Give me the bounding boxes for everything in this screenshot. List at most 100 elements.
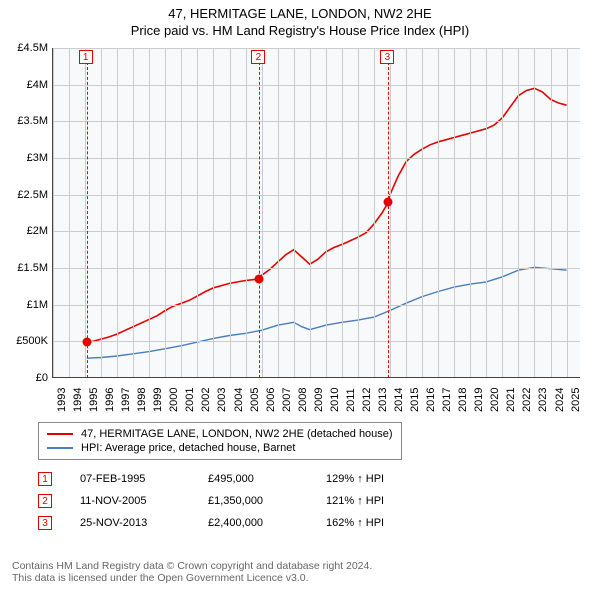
grid-v [181,48,182,377]
grid-h [53,121,580,122]
y-tick-label: £3.5M [4,115,48,127]
grid-v [358,48,359,377]
x-tick-label: 1998 [136,388,148,412]
x-tick-label: 2014 [393,388,405,412]
credits-line-2: This data is licensed under the Open Gov… [12,572,372,584]
legend-label: 47, HERMITAGE LANE, LONDON, NW2 2HE (det… [81,428,393,440]
grid-h [53,305,580,306]
marker-line [87,62,88,378]
x-tick-label: 2006 [265,388,277,412]
credits-line-1: Contains HM Land Registry data © Crown c… [12,560,372,572]
x-tick-label: 2000 [168,388,180,412]
x-tick-label: 1999 [152,388,164,412]
grid-v [390,48,391,377]
x-tick-label: 2001 [184,388,196,412]
x-tick-label: 2015 [409,388,421,412]
x-tick-label: 2013 [377,388,389,412]
grid-h [53,231,580,232]
grid-v [133,48,134,377]
grid-v [53,48,54,377]
x-tick-label: 2005 [249,388,261,412]
grid-v [310,48,311,377]
y-tick-label: £500K [4,335,48,347]
event-price: £1,350,000 [208,495,298,507]
grid-v [69,48,70,377]
event-price: £2,400,000 [208,517,298,529]
marker-line [388,62,389,378]
grid-v [262,48,263,377]
event-marker-box: 1 [38,472,52,486]
grid-v [502,48,503,377]
event-pct: 121% ↑ HPI [326,495,384,507]
grid-h [53,268,580,269]
grid-v [278,48,279,377]
x-tick-label: 2011 [345,388,357,412]
event-date: 25-NOV-2013 [80,517,180,529]
grid-v [149,48,150,377]
y-tick-label: £1.5M [4,262,48,274]
x-tick-label: 2023 [537,388,549,412]
x-tick-label: 1993 [56,388,68,412]
grid-v [406,48,407,377]
event-price: £495,000 [208,473,298,485]
x-tick-label: 2002 [200,388,212,412]
x-tick-label: 1997 [120,388,132,412]
event-row: 211-NOV-2005£1,350,000121% ↑ HPI [38,490,384,512]
y-tick-label: £3M [4,152,48,164]
grid-v [486,48,487,377]
x-tick-label: 2003 [216,388,228,412]
chart-container: 47, HERMITAGE LANE, LONDON, NW2 2HE Pric… [0,0,600,590]
y-tick-label: £2.5M [4,189,48,201]
event-marker-box: 3 [38,516,52,530]
grid-v [567,48,568,377]
event-row: 3 25-NOV-2013 £2,400,000 162% ↑ HPI [38,512,384,534]
grid-v [326,48,327,377]
x-tick-label: 1996 [104,388,116,412]
x-tick-label: 2019 [473,388,485,412]
grid-v [117,48,118,377]
x-tick-label: 2022 [521,388,533,412]
x-tick-label: 2012 [361,388,373,412]
grid-v [230,48,231,377]
y-tick-label: £1M [4,299,48,311]
grid-v [470,48,471,377]
event-table: 107-FEB-1995£495,000129% ↑ HPI211-NOV-20… [38,468,384,534]
title-main: 47, HERMITAGE LANE, LONDON, NW2 2HE [0,6,600,21]
event-pct: 162% ↑ HPI [326,517,384,529]
grid-v [342,48,343,377]
title-block: 47, HERMITAGE LANE, LONDON, NW2 2HE Pric… [0,0,600,38]
x-tick-label: 2024 [554,388,566,412]
x-tick-label: 2020 [489,388,501,412]
x-tick-label: 1995 [88,388,100,412]
event-marker-box: 2 [38,494,52,508]
grid-h [53,85,580,86]
marker-box: 2 [251,50,265,64]
legend-row: HPI: Average price, detached house, Barn… [47,441,393,455]
x-tick-label: 2017 [441,388,453,412]
grid-h [53,158,580,159]
y-tick-label: £4.5M [4,42,48,54]
x-tick-label: 1994 [72,388,84,412]
data-point [384,198,393,207]
grid-v [518,48,519,377]
title-sub: Price paid vs. HM Land Registry's House … [0,23,600,38]
marker-box: 1 [79,50,93,64]
data-point [255,275,264,284]
plot-area [52,48,580,378]
credits: Contains HM Land Registry data © Crown c… [12,560,372,584]
y-tick-label: £2M [4,225,48,237]
grid-v [454,48,455,377]
event-pct: 129% ↑ HPI [326,473,384,485]
legend-row: 47, HERMITAGE LANE, LONDON, NW2 2HE (det… [47,427,393,441]
event-row: 1 07-FEB-1995 £495,000 129% ↑ HPI [38,468,384,490]
grid-v [165,48,166,377]
grid-v [101,48,102,377]
event-date: 07-FEB-1995 [80,473,180,485]
grid-v [246,48,247,377]
legend-swatch [47,447,73,449]
y-tick-label: £0 [4,372,48,384]
grid-h [53,341,580,342]
grid-v [551,48,552,377]
x-tick-label: 2008 [297,388,309,412]
y-tick-label: £4M [4,79,48,91]
